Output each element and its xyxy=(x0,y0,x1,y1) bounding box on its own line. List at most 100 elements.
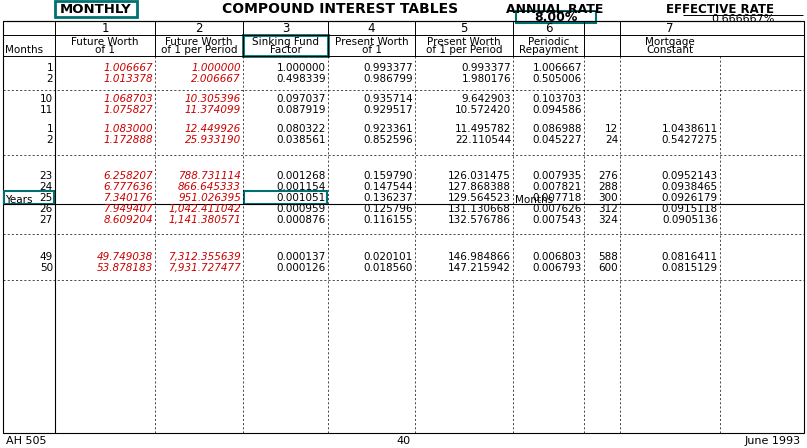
Text: 2.006667: 2.006667 xyxy=(191,74,241,84)
Text: 1: 1 xyxy=(46,63,53,73)
Text: 0.007821: 0.007821 xyxy=(533,182,582,192)
Text: 288: 288 xyxy=(598,182,618,192)
Text: of 1 per Period: of 1 per Period xyxy=(426,44,502,55)
Text: 0.001051: 0.001051 xyxy=(277,193,326,203)
Text: 0.007935: 0.007935 xyxy=(533,171,582,181)
Text: 0.097037: 0.097037 xyxy=(277,94,326,104)
Text: 7,931.727477: 7,931.727477 xyxy=(168,263,241,273)
Text: 0.935714: 0.935714 xyxy=(363,94,413,104)
Text: 0.018560: 0.018560 xyxy=(364,263,413,273)
Text: 0.666667%: 0.666667% xyxy=(711,14,775,24)
Text: 131.130668: 131.130668 xyxy=(448,204,511,214)
Text: 0.086988: 0.086988 xyxy=(533,124,582,134)
Text: 312: 312 xyxy=(598,204,618,214)
Text: 7.340176: 7.340176 xyxy=(103,193,153,203)
Text: 22.110544: 22.110544 xyxy=(455,135,511,145)
Bar xyxy=(55,1,137,17)
Text: 0.000137: 0.000137 xyxy=(277,252,326,262)
Text: 1.000000: 1.000000 xyxy=(277,63,326,73)
Text: 26: 26 xyxy=(40,204,53,214)
Text: 588: 588 xyxy=(598,252,618,262)
Text: 9.642903: 9.642903 xyxy=(462,94,511,104)
Text: 7,312.355639: 7,312.355639 xyxy=(168,252,241,262)
Text: of 1: of 1 xyxy=(362,44,382,55)
Text: 276: 276 xyxy=(598,171,618,181)
Text: 1.006667: 1.006667 xyxy=(103,63,153,73)
Text: 0.006803: 0.006803 xyxy=(533,252,582,262)
Text: 12: 12 xyxy=(604,124,618,134)
Text: 0.923361: 0.923361 xyxy=(363,124,413,134)
Text: 0.001268: 0.001268 xyxy=(277,171,326,181)
Text: Constant: Constant xyxy=(646,44,693,55)
Text: 600: 600 xyxy=(598,263,618,273)
Text: 0.103703: 0.103703 xyxy=(533,94,582,104)
Text: 0.007718: 0.007718 xyxy=(533,193,582,203)
Text: 8.00%: 8.00% xyxy=(534,10,578,23)
Text: 1.006667: 1.006667 xyxy=(533,63,582,73)
Text: Factor: Factor xyxy=(270,44,302,55)
Text: 0.852596: 0.852596 xyxy=(363,135,413,145)
Text: 40: 40 xyxy=(396,436,411,446)
Text: 0.0905136: 0.0905136 xyxy=(662,215,718,225)
Text: 0.159790: 0.159790 xyxy=(363,171,413,181)
Text: 6.258207: 6.258207 xyxy=(103,171,153,181)
Text: 0.0815129: 0.0815129 xyxy=(662,263,718,273)
Text: 0.498339: 0.498339 xyxy=(276,74,326,84)
Text: 127.868388: 127.868388 xyxy=(448,182,511,192)
Text: 1.000000: 1.000000 xyxy=(191,63,241,73)
Text: Present Worth: Present Worth xyxy=(335,36,408,47)
Text: 1.980176: 1.980176 xyxy=(462,74,511,84)
Text: Months: Months xyxy=(5,44,43,55)
Text: 1: 1 xyxy=(46,124,53,134)
Text: 0.000126: 0.000126 xyxy=(277,263,326,273)
Text: 11: 11 xyxy=(40,105,53,115)
Text: 0.116155: 0.116155 xyxy=(363,215,413,225)
Text: 4: 4 xyxy=(368,22,375,34)
Text: ANNUAL RATE: ANNUAL RATE xyxy=(506,3,604,16)
Text: 0.001154: 0.001154 xyxy=(277,182,326,192)
Text: 3: 3 xyxy=(282,22,289,34)
Text: 1.172888: 1.172888 xyxy=(103,135,153,145)
Text: 0.000959: 0.000959 xyxy=(277,204,326,214)
Bar xyxy=(243,35,328,56)
Text: 53.878183: 53.878183 xyxy=(97,263,153,273)
Text: 1.075827: 1.075827 xyxy=(103,105,153,115)
Text: 0.007626: 0.007626 xyxy=(533,204,582,214)
Text: Repayment: Repayment xyxy=(519,44,578,55)
Text: Periodic: Periodic xyxy=(528,36,569,47)
Text: Future Worth: Future Worth xyxy=(165,36,232,47)
Text: 1.013378: 1.013378 xyxy=(103,74,153,84)
Text: 10.305396: 10.305396 xyxy=(185,94,241,104)
Text: 0.094586: 0.094586 xyxy=(533,105,582,115)
Text: Months: Months xyxy=(515,195,553,205)
Text: of 1: of 1 xyxy=(95,44,115,55)
Text: EFFECTIVE RATE: EFFECTIVE RATE xyxy=(666,3,774,16)
Text: 0.0816411: 0.0816411 xyxy=(662,252,718,262)
Text: 11.374099: 11.374099 xyxy=(185,105,241,115)
Text: MONTHLY: MONTHLY xyxy=(61,3,132,16)
Text: 951.026395: 951.026395 xyxy=(178,193,241,203)
Text: 0.007543: 0.007543 xyxy=(533,215,582,225)
Text: 0.993377: 0.993377 xyxy=(363,63,413,73)
Text: 49: 49 xyxy=(40,252,53,262)
Text: 1,141.380571: 1,141.380571 xyxy=(168,215,241,225)
Text: 0.993377: 0.993377 xyxy=(462,63,511,73)
Text: Sinking Fund: Sinking Fund xyxy=(252,36,319,47)
Text: 147.215942: 147.215942 xyxy=(448,263,511,273)
Text: June 1993: June 1993 xyxy=(745,436,801,446)
Text: of 1 per Period: of 1 per Period xyxy=(161,44,237,55)
Text: 126.031475: 126.031475 xyxy=(448,171,511,181)
Text: 0.006793: 0.006793 xyxy=(533,263,582,273)
Text: 0.5427275: 0.5427275 xyxy=(662,135,718,145)
Text: 0.929517: 0.929517 xyxy=(363,105,413,115)
Text: 1.0438611: 1.0438611 xyxy=(662,124,718,134)
Text: 0.000876: 0.000876 xyxy=(277,215,326,225)
Text: 49.749038: 49.749038 xyxy=(97,252,153,262)
Text: Future Worth: Future Worth xyxy=(71,36,139,47)
Text: 8.609204: 8.609204 xyxy=(103,215,153,225)
Text: Years: Years xyxy=(5,195,32,205)
Text: 0.125796: 0.125796 xyxy=(363,204,413,214)
Text: 0.038561: 0.038561 xyxy=(277,135,326,145)
Text: 0.0926179: 0.0926179 xyxy=(662,193,718,203)
Text: 2: 2 xyxy=(46,74,53,84)
